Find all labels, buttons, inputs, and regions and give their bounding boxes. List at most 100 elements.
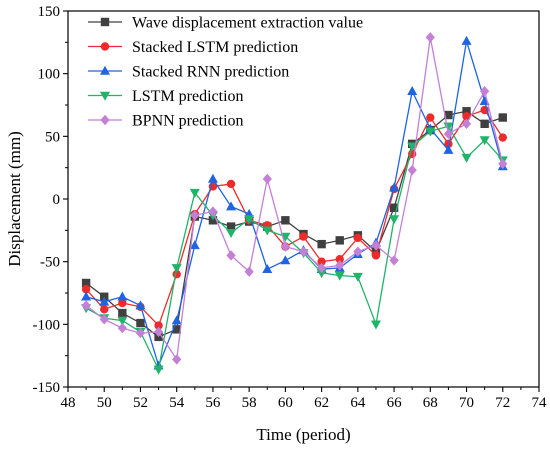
data-point bbox=[461, 153, 472, 163]
x-tick-label: 62 bbox=[314, 395, 329, 411]
data-point bbox=[498, 158, 508, 170]
legend-item: Wave displacement extraction value bbox=[88, 15, 363, 32]
series-line bbox=[85, 110, 504, 338]
data-point bbox=[81, 291, 92, 301]
series-1 bbox=[81, 107, 507, 342]
x-tick-label: 70 bbox=[459, 395, 474, 411]
data-point bbox=[425, 127, 436, 137]
data-point bbox=[317, 257, 326, 266]
data-point bbox=[226, 250, 236, 261]
legend-label: Stacked LSTM prediction bbox=[132, 39, 298, 56]
data-point bbox=[81, 278, 91, 288]
data-point bbox=[172, 325, 181, 334]
data-point bbox=[371, 251, 381, 260]
data-point bbox=[136, 318, 145, 328]
data-point bbox=[462, 107, 471, 116]
series-2 bbox=[81, 105, 507, 330]
data-point bbox=[190, 210, 200, 221]
legend-marker bbox=[100, 42, 110, 51]
data-point bbox=[226, 179, 236, 189]
x-tick-label: 74 bbox=[532, 395, 548, 411]
data-point bbox=[154, 321, 163, 330]
data-point bbox=[389, 182, 400, 192]
data-point bbox=[117, 316, 128, 326]
x-tick-label: 54 bbox=[169, 395, 185, 411]
data-point bbox=[317, 262, 327, 274]
data-point bbox=[461, 35, 472, 45]
legend-marker bbox=[100, 17, 110, 27]
x-tick-label: 48 bbox=[61, 395, 76, 411]
data-point bbox=[462, 112, 471, 121]
data-point bbox=[189, 240, 200, 250]
data-point bbox=[352, 272, 363, 282]
data-point bbox=[99, 314, 109, 325]
data-point bbox=[480, 119, 489, 128]
data-point bbox=[208, 206, 218, 217]
data-point bbox=[171, 264, 182, 274]
data-point bbox=[317, 239, 326, 249]
data-point bbox=[407, 142, 418, 152]
data-point bbox=[226, 201, 237, 211]
data-point bbox=[117, 291, 128, 301]
data-point bbox=[444, 110, 453, 120]
data-point bbox=[171, 315, 182, 325]
y-tick-label: 0 bbox=[53, 192, 61, 208]
data-point bbox=[370, 320, 381, 330]
data-point bbox=[479, 136, 490, 146]
data-point bbox=[444, 139, 453, 149]
y-tick-label: 50 bbox=[45, 129, 60, 145]
series-4 bbox=[81, 122, 508, 375]
data-point bbox=[117, 322, 127, 334]
x-tick-label: 56 bbox=[205, 395, 221, 411]
data-point bbox=[461, 118, 472, 129]
data-point bbox=[262, 173, 272, 185]
data-point bbox=[443, 122, 454, 132]
legend-marker bbox=[100, 65, 110, 75]
x-axis-title: Time (period) bbox=[256, 425, 350, 444]
data-point bbox=[480, 86, 490, 97]
legend-label: Stacked RNN prediction bbox=[132, 64, 289, 81]
legend-label: BPNN prediction bbox=[132, 113, 244, 130]
data-point bbox=[280, 241, 290, 252]
data-point bbox=[207, 173, 218, 183]
y-tick-label: 150 bbox=[38, 4, 61, 20]
data-point bbox=[443, 128, 454, 140]
data-point bbox=[189, 188, 200, 198]
data-point bbox=[334, 271, 345, 281]
x-tick-label: 72 bbox=[495, 395, 510, 411]
data-point bbox=[81, 300, 91, 311]
data-point bbox=[244, 266, 254, 277]
data-point bbox=[316, 269, 327, 279]
data-point bbox=[353, 246, 363, 257]
data-point bbox=[172, 354, 182, 365]
data-point bbox=[118, 308, 127, 318]
y-tick-label: 100 bbox=[38, 67, 61, 83]
legend-item: Stacked LSTM prediction bbox=[88, 39, 298, 56]
data-point bbox=[425, 32, 435, 43]
data-point bbox=[100, 305, 109, 314]
legend-item: LSTM prediction bbox=[88, 88, 244, 105]
legend-marker bbox=[100, 91, 110, 101]
data-point bbox=[262, 263, 273, 273]
data-point bbox=[99, 296, 110, 306]
y-axis-title: Displacement (mm) bbox=[5, 131, 24, 267]
x-tick-label: 60 bbox=[278, 395, 293, 411]
data-point bbox=[135, 300, 146, 310]
data-point bbox=[226, 222, 236, 231]
data-point bbox=[281, 216, 290, 225]
legend: Wave displacement extraction value Stacke… bbox=[88, 15, 363, 130]
data-point bbox=[407, 164, 417, 176]
series-line bbox=[85, 109, 504, 327]
data-point bbox=[81, 285, 91, 294]
axes-layer: 48 50 52 54 56 58 60 62 64 66 68 70 72 74 -150 -100 -50 0… bbox=[33, 4, 548, 411]
data-point bbox=[298, 246, 309, 257]
data-point bbox=[498, 133, 507, 142]
data-point bbox=[299, 232, 308, 241]
data-point bbox=[426, 113, 435, 122]
legend-item: BPNN prediction bbox=[88, 113, 244, 130]
data-point bbox=[389, 203, 399, 212]
legend-item: Stacked RNN prediction bbox=[88, 64, 289, 81]
series-5 bbox=[81, 32, 508, 365]
data-point bbox=[153, 326, 164, 338]
